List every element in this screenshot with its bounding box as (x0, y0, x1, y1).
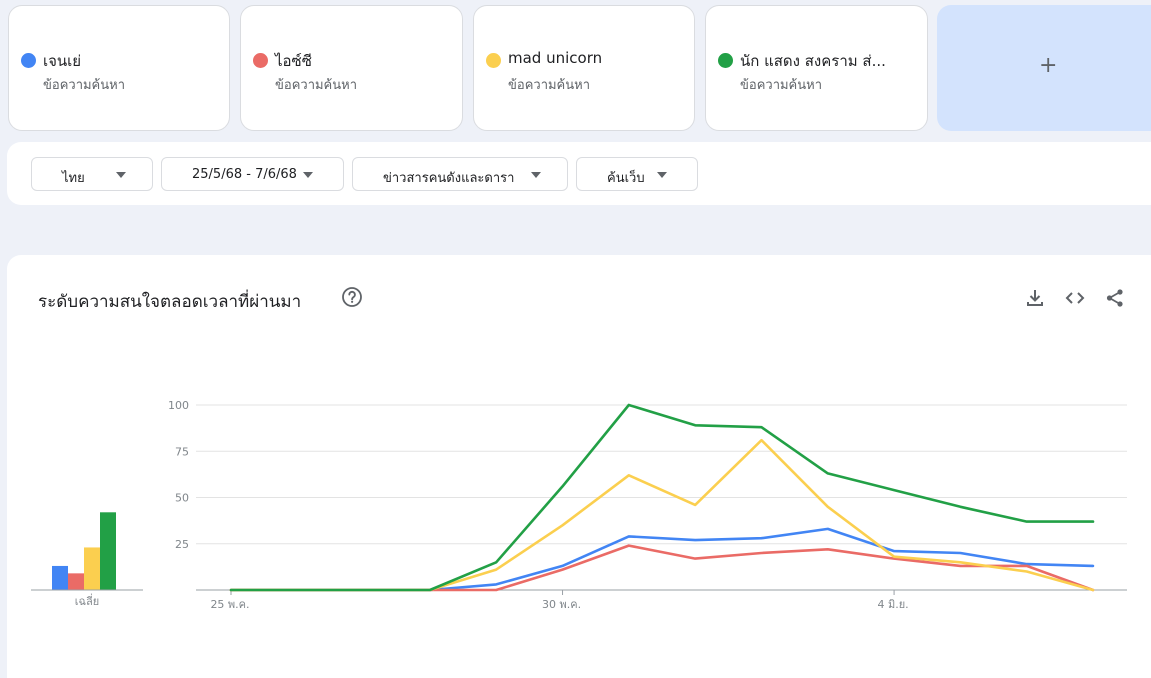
series-line-1 (229, 527, 1095, 592)
search-terms-bar: เจนเย่ ข้อความค้นหา ไอซ์ซี ข้อความค้นหา … (0, 0, 1151, 140)
help-icon[interactable] (341, 286, 363, 308)
series-line-4 (229, 403, 1095, 592)
x-tick-label: 25 พ.ค. (210, 598, 249, 611)
term-card-4[interactable]: นัก แสดง สงคราม ส่... ข้อความค้นหา (705, 5, 928, 131)
term-4-name: นัก แสดง สงคราม ส่... (740, 52, 886, 70)
category-dropdown[interactable]: ข่าวสารคนดังและดารา (352, 157, 568, 191)
caret-down-icon (657, 172, 667, 178)
average-bar-4 (100, 512, 116, 590)
term-2-color-dot (253, 53, 268, 68)
caret-down-icon (531, 172, 541, 178)
caret-down-icon (303, 172, 313, 178)
filter-bar: ไทย 25/5/68 - 7/6/68 ข่าวสารคนดังและดารา… (7, 142, 1151, 205)
search-type-label: ค้นเว็บ (607, 171, 645, 186)
term-1-color-dot (21, 53, 36, 68)
y-tick-label: 75 (175, 445, 189, 458)
term-card-1[interactable]: เจนเย่ ข้อความค้นหา (8, 5, 230, 131)
term-2-name: ไอซ์ซี (275, 52, 312, 70)
add-term-button[interactable]: + (937, 5, 1151, 131)
y-tick-label: 100 (168, 399, 189, 412)
caret-down-icon (116, 172, 126, 178)
term-2-type: ข้อความค้นหา (275, 78, 358, 93)
term-4-type: ข้อความค้นหา (740, 78, 823, 93)
average-bar-3 (84, 547, 100, 590)
series-line-3 (229, 438, 1095, 592)
term-card-2[interactable]: ไอซ์ซี ข้อความค้นหา (240, 5, 463, 131)
date-range-dropdown[interactable]: 25/5/68 - 7/6/68 (161, 157, 344, 191)
term-3-color-dot (486, 53, 501, 68)
term-3-name: mad unicorn (508, 49, 603, 67)
term-4-color-dot (718, 53, 733, 68)
search-type-dropdown[interactable]: ค้นเว็บ (576, 157, 698, 191)
plus-icon: + (1039, 53, 1058, 78)
region-label: ไทย (62, 171, 85, 186)
date-range-label: 25/5/68 - 7/6/68 (192, 167, 297, 182)
x-tick-label: 30 พ.ค. (542, 598, 581, 611)
line-chart: 25 50 75 100 25 พ.ค. 30 พ.ค. 4 มิ.ย. เฉลี่ย (31, 399, 1127, 611)
term-1-type: ข้อความค้นหา (43, 78, 126, 93)
interest-over-time-card: ระดับความสนใจตลอดเวลาที่ผ่านมา 25 50 75 100… (7, 255, 1151, 678)
share-icon[interactable] (1104, 287, 1126, 309)
y-tick-label: 50 (175, 492, 189, 505)
average-bar-2 (68, 573, 84, 590)
average-label: เฉลี่ย (75, 593, 99, 608)
average-bar-1 (52, 565, 68, 590)
download-icon[interactable] (1024, 287, 1046, 309)
term-1-name: เจนเย่ (43, 52, 82, 70)
region-dropdown[interactable]: ไทย (31, 157, 153, 191)
y-tick-label: 25 (175, 538, 189, 551)
embed-icon[interactable] (1064, 287, 1086, 309)
x-tick-label: 4 มิ.ย. (877, 598, 908, 611)
chart-title: ระดับความสนใจตลอดเวลาที่ผ่านมา (38, 292, 302, 312)
term-3-type: ข้อความค้นหา (508, 78, 591, 93)
term-card-3[interactable]: mad unicorn ข้อความค้นหา (473, 5, 695, 131)
category-label: ข่าวสารคนดังและดารา (383, 171, 515, 186)
